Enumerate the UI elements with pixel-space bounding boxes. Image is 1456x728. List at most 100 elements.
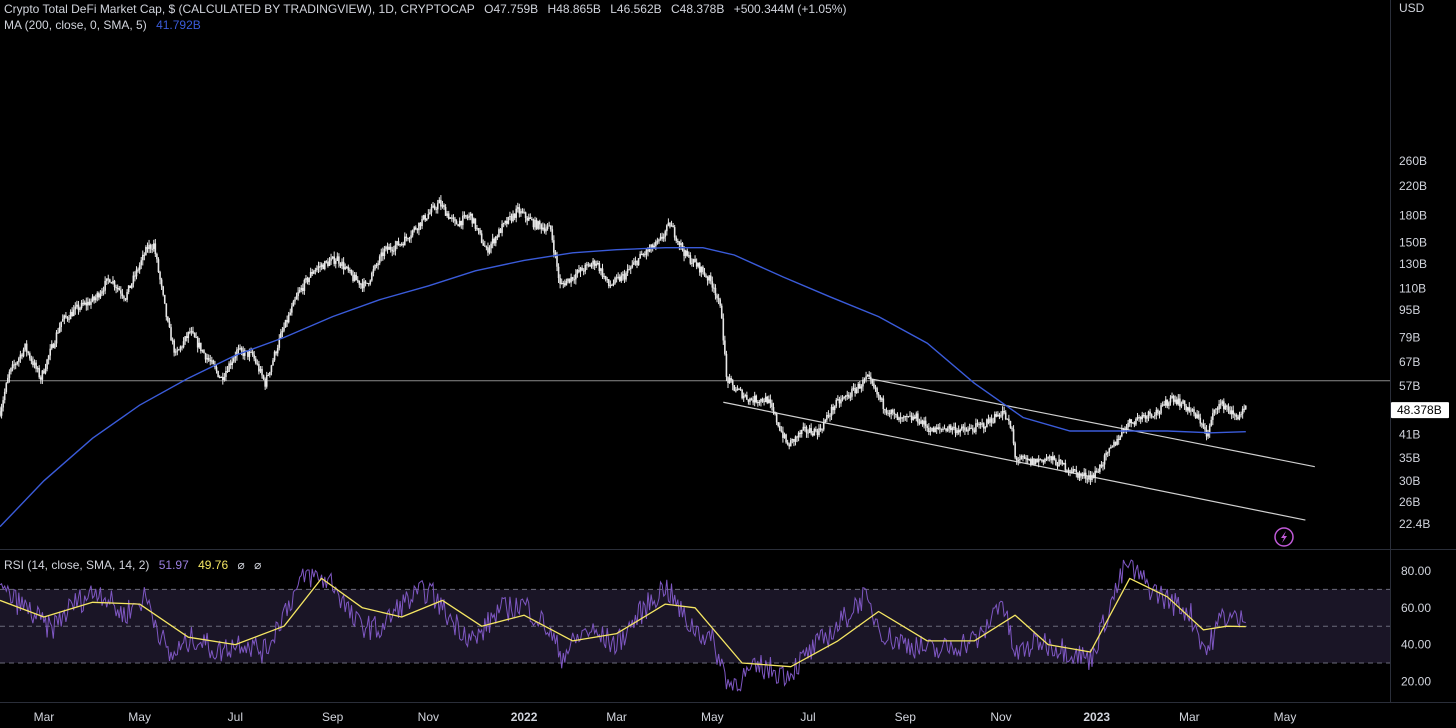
candle-body (728, 378, 731, 383)
candle (797, 431, 800, 442)
candle-body (206, 357, 208, 360)
candle-body (316, 268, 318, 271)
candle-body (127, 285, 130, 293)
candle-body (1012, 429, 1015, 444)
candle-body (421, 219, 423, 227)
candle-body (924, 420, 927, 427)
candle (134, 271, 136, 282)
candle (243, 348, 246, 361)
candle-body (1094, 470, 1096, 478)
candle (567, 278, 569, 284)
candle (54, 340, 56, 349)
candle (396, 240, 398, 250)
time-tick-label: May (701, 710, 724, 724)
candle (1011, 426, 1013, 432)
candle (973, 427, 976, 434)
candle (824, 418, 827, 424)
candle (105, 278, 108, 285)
candle (1153, 412, 1156, 420)
candle (1106, 451, 1109, 458)
candle-body (54, 343, 56, 348)
candle (302, 283, 304, 295)
candle-body (176, 350, 179, 352)
candle (683, 246, 685, 262)
candle (322, 263, 325, 270)
candle-body (1078, 473, 1081, 478)
candle (736, 385, 739, 391)
candle (584, 262, 587, 275)
candle (1113, 439, 1115, 448)
candle-body (871, 379, 874, 384)
candle (827, 410, 830, 419)
candle (388, 243, 390, 250)
candle-body (623, 274, 626, 280)
candle-body (1146, 416, 1148, 419)
candle (510, 213, 513, 224)
candle (719, 297, 721, 308)
candle-body (1039, 459, 1042, 461)
candle-body (979, 423, 982, 425)
candle-body (367, 283, 370, 285)
candle-body (269, 372, 271, 376)
candle-body (0, 407, 3, 416)
candle (65, 311, 67, 319)
candle-body (939, 427, 941, 429)
candle-body (904, 415, 907, 417)
rsi-visibility-icon[interactable]: ⌀ (237, 558, 245, 572)
candle-body (733, 385, 736, 391)
candle-body (85, 302, 88, 306)
candle-body (496, 236, 499, 238)
candle (165, 303, 168, 321)
candle (757, 400, 759, 407)
candle-body (298, 289, 301, 293)
candle-body (383, 248, 386, 257)
candle (1141, 411, 1144, 423)
candle (178, 348, 180, 351)
candle (935, 424, 938, 434)
candle (261, 366, 263, 379)
candle (496, 234, 499, 241)
channel-upper-line (867, 377, 1315, 468)
candle-body (1163, 404, 1165, 406)
candle (777, 421, 780, 428)
candle (975, 418, 977, 435)
candle (1114, 441, 1117, 447)
candle-body (862, 379, 864, 387)
candle-body (322, 264, 325, 270)
candle-body (455, 221, 458, 225)
candle-body (744, 395, 747, 397)
candle-body (697, 263, 699, 267)
time-tick-label: Mar (606, 710, 627, 724)
candle (1144, 412, 1147, 423)
candle-body (375, 264, 378, 266)
candle (1014, 441, 1016, 460)
candle (36, 366, 39, 373)
candle (810, 423, 812, 436)
candle-body (766, 396, 769, 403)
candle-body (2, 400, 4, 408)
candle-body (1130, 419, 1133, 424)
candle (265, 371, 268, 389)
candle-body (661, 236, 663, 239)
candle (88, 298, 91, 306)
candle-body (182, 341, 185, 348)
candle-body (560, 282, 563, 285)
candle-body (1175, 399, 1178, 405)
candle (1000, 411, 1002, 419)
candle (962, 423, 965, 433)
candle-body (242, 350, 244, 356)
candle (807, 429, 809, 438)
candle (998, 412, 1001, 420)
candle-body (350, 269, 353, 275)
candle-body (107, 278, 110, 280)
candle (1099, 464, 1101, 474)
candle-body (899, 417, 902, 419)
candle-body (493, 238, 496, 244)
candle-body (805, 426, 808, 433)
candle (995, 411, 998, 418)
rsi-visibility-icon[interactable]: ⌀ (254, 558, 262, 572)
candle-body (105, 278, 108, 281)
candle-body (664, 231, 667, 237)
candle (380, 248, 383, 262)
